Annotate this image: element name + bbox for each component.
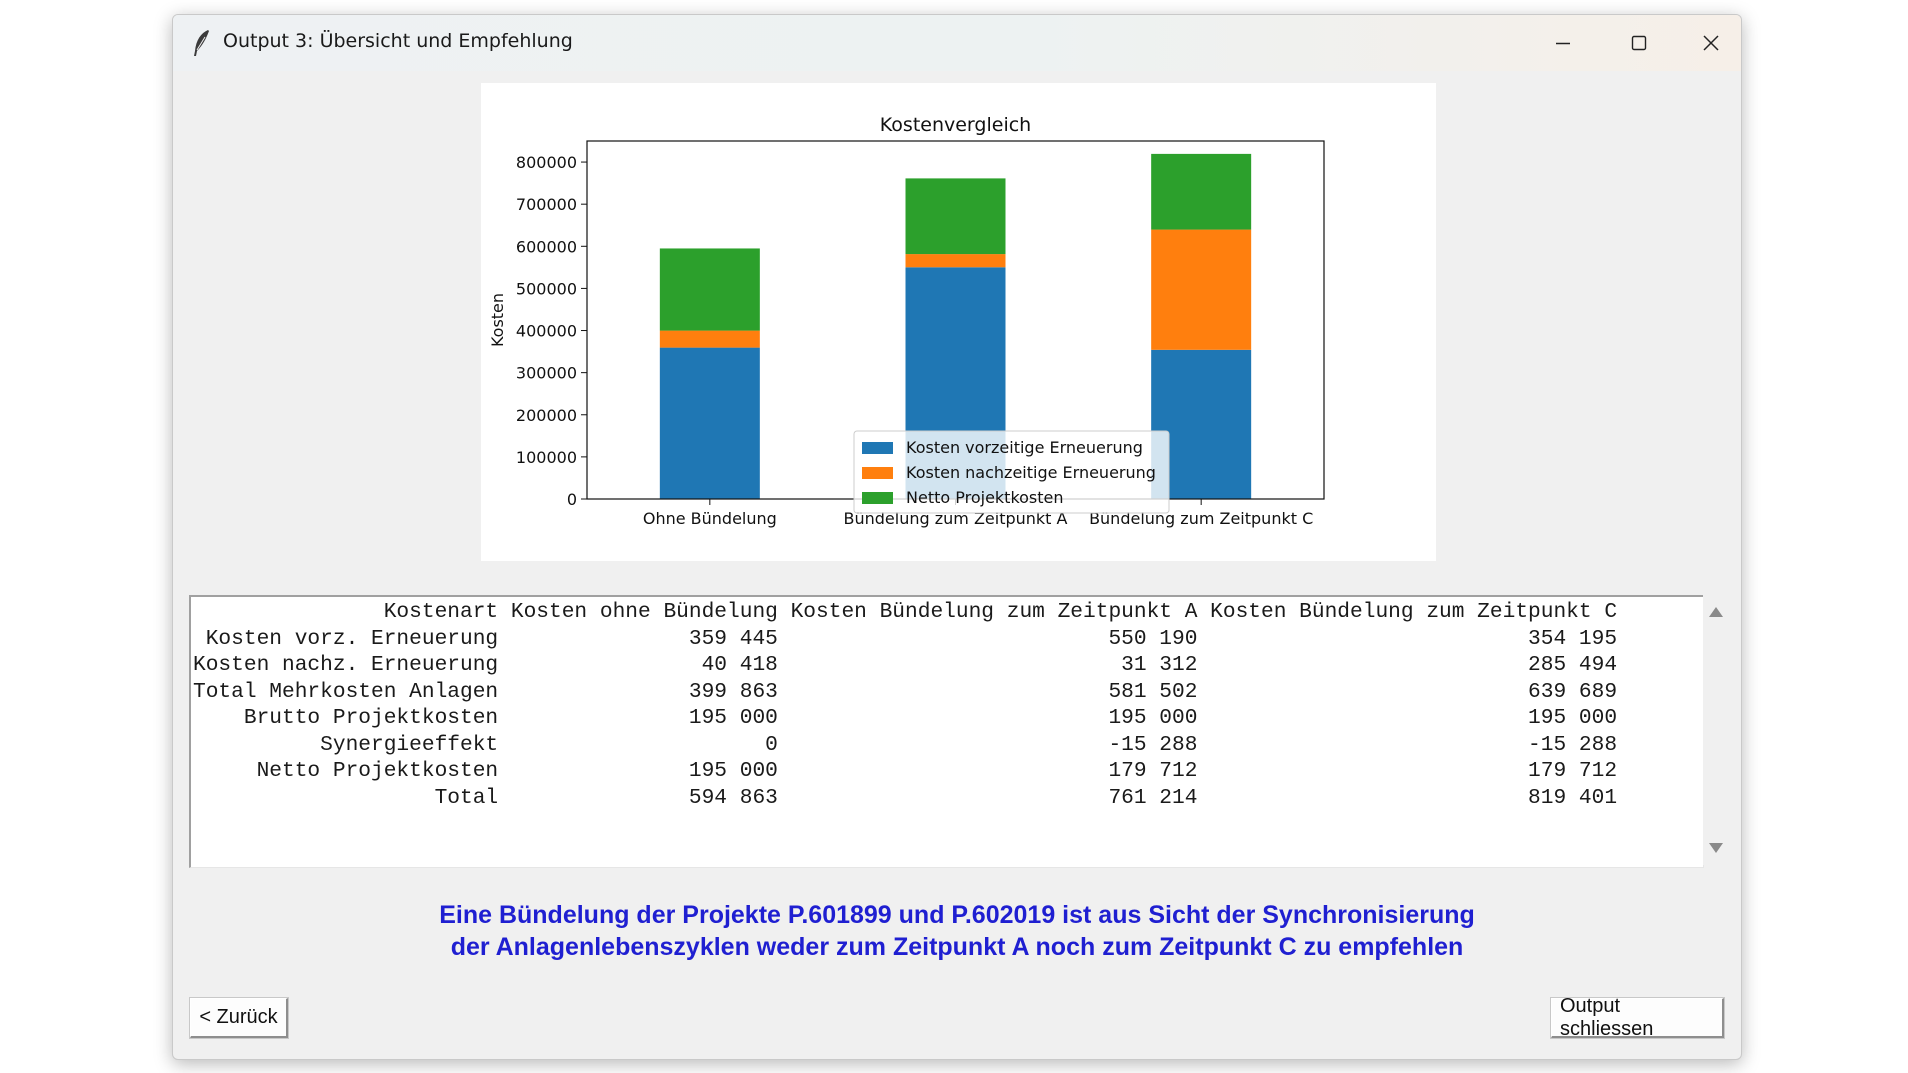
close-window-button[interactable] [1675, 15, 1741, 71]
chart-title: Kostenvergleich [880, 114, 1031, 136]
bar-2-3 [1151, 229, 1252, 350]
window-title: Output 3: Übersicht und Empfehlung [223, 30, 573, 52]
minimize-icon [1556, 42, 1570, 45]
legend-label-2: Kosten nachzeitige Erneuerung [906, 463, 1156, 482]
cost-comparison-chart: Kostenvergleich Ohne Bündelung Bündelung z… [481, 83, 1436, 561]
bar-3-3 [1151, 153, 1252, 230]
legend-label-1: Kosten vorzeitige Erneuerung [906, 438, 1143, 457]
close-output-button[interactable]: Output schliessen [1550, 995, 1725, 1040]
bar-3-1 [659, 248, 760, 331]
recommendation-text: Eine Bündelung der Projekte P.601899 und… [173, 899, 1741, 963]
legend-swatch-2 [862, 467, 893, 479]
legend-swatch-3 [862, 492, 893, 504]
feather-icon [194, 30, 209, 56]
minimize-button[interactable] [1527, 15, 1599, 71]
y-tick-label: 700000 [516, 195, 577, 214]
cost-table-text: Kostenart Kosten ohne Bündelung Kosten B… [193, 600, 1618, 810]
bar-1-1 [659, 347, 760, 499]
chart-legend [853, 430, 1170, 514]
scroll-up-icon[interactable] [1709, 607, 1723, 617]
y-tick-label: 400000 [516, 322, 577, 341]
legend-swatch-1 [862, 442, 893, 454]
legend-label-3: Netto Projektkosten [906, 488, 1064, 507]
bar-2-1 [659, 330, 760, 348]
x-tick-label: Bündelung zum Zeitpunkt C [1089, 509, 1313, 528]
y-tick-label: 200000 [516, 406, 577, 425]
scroll-down-icon[interactable] [1709, 843, 1723, 853]
y-tick-label: 600000 [516, 237, 577, 256]
back-button[interactable]: < Zurück [189, 997, 289, 1039]
y-tick-label: 0 [567, 490, 577, 509]
close-icon [1703, 35, 1719, 51]
maximize-button[interactable] [1603, 15, 1675, 71]
title-bar[interactable]: Output 3: Übersicht und Empfehlung [173, 15, 1741, 71]
recommendation-line-1: Eine Bündelung der Projekte P.601899 und… [439, 901, 1475, 929]
y-tick-label: 800000 [516, 153, 577, 172]
y-tick-label: 500000 [516, 279, 577, 298]
x-tick-label: Ohne Bündelung [643, 509, 777, 528]
y-tick-label: 100000 [516, 448, 577, 467]
x-tick-label: Bündelung zum Zeitpunkt A [844, 509, 1068, 528]
bar-2-2 [905, 254, 1006, 268]
chart-canvas: Kostenvergleich Ohne Bündelung Bündelung z… [488, 114, 1325, 528]
output-window: Output 3: Übersicht und Empfehlung Koste… [172, 14, 1742, 1060]
maximize-icon [1631, 35, 1647, 51]
y-tick-label: 300000 [516, 364, 577, 383]
recommendation-line-2: der Anlagenlebenszyklen weder zum Zeitpu… [450, 933, 1464, 961]
bar-3-2 [905, 178, 1006, 255]
cost-table[interactable]: Kostenart Kosten ohne Bündelung Kosten B… [189, 595, 1704, 868]
table-scrollbar[interactable] [1703, 595, 1727, 865]
y-axis-label: Kosten [488, 293, 507, 347]
